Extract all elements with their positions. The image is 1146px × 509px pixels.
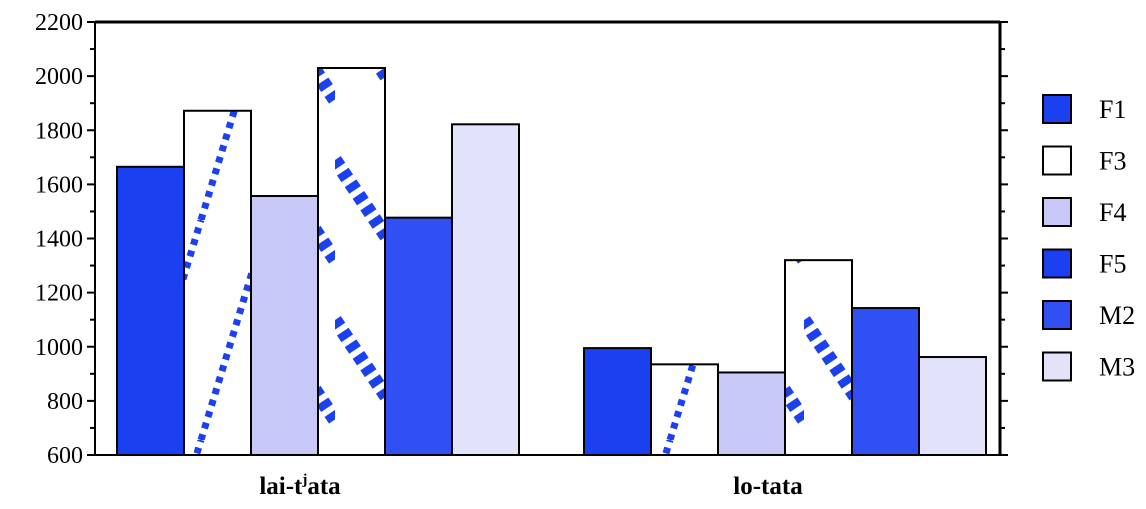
legend-pattern-mark [1044, 250, 1052, 259]
y-tick-label: 1600 [35, 172, 83, 198]
y-tick-label: 1400 [35, 227, 83, 253]
legend-label-m2: M2 [1099, 301, 1135, 330]
legend-label-f5: F5 [1099, 250, 1126, 279]
legend-label-f4: F4 [1099, 198, 1126, 227]
bar-f1-2 [583, 347, 652, 456]
legend-label-f1: F1 [1099, 95, 1126, 124]
legend-pattern-mark [1053, 259, 1061, 268]
y-tick-label: 2200 [35, 10, 83, 36]
legend-swatch-f3 [1042, 145, 1072, 176]
bar-f5-2 [784, 259, 853, 456]
bar-m3-2 [918, 356, 987, 456]
bar-m3-1 [451, 123, 520, 456]
y-tick-label: 2000 [35, 64, 83, 90]
x-tick-label: lo-tata [733, 473, 803, 500]
bar-f5-1 [317, 67, 386, 456]
bar-f1-1 [116, 165, 185, 457]
y-tick-label: 1000 [35, 335, 83, 361]
legend-label-m3: M3 [1099, 353, 1135, 382]
bar-m2-1 [384, 216, 453, 456]
y-tick-label: 1800 [35, 118, 83, 144]
bar-f3-1 [183, 109, 252, 456]
bar-f4-1 [250, 195, 319, 456]
bar-m2-2 [851, 307, 920, 456]
bar-f4-2 [717, 371, 786, 457]
legend-swatch-f4 [1042, 197, 1072, 227]
y-tick-label: 1200 [35, 281, 83, 307]
legend-swatch-m3 [1042, 351, 1072, 382]
legend-swatch-m2 [1042, 300, 1072, 330]
x-tick-label: lai-tjata [259, 472, 341, 500]
bar-f3-2 [650, 363, 719, 457]
y-tick-label: 800 [47, 389, 83, 415]
y-tick-label: 600 [47, 443, 83, 469]
legend-label-f3: F3 [1099, 147, 1126, 176]
legend-pattern-mark [1062, 268, 1070, 277]
legend-swatch-f1 [1042, 94, 1072, 124]
